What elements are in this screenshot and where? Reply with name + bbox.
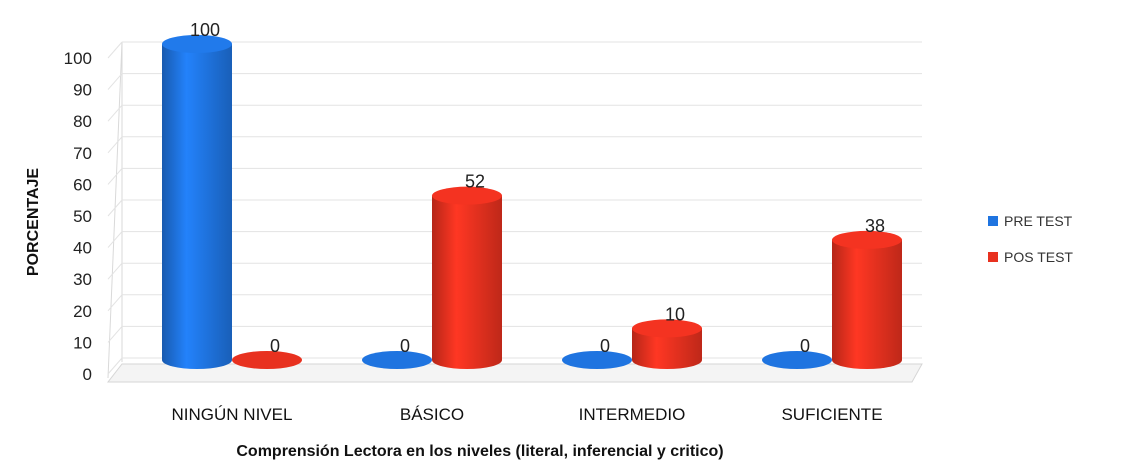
y-axis-title: PORCENTAJE xyxy=(25,168,42,276)
bars-layer xyxy=(162,35,902,369)
y-tick-label: 0 xyxy=(83,365,92,384)
x-category-label: BÁSICO xyxy=(400,405,464,424)
data-label: 38 xyxy=(865,216,885,236)
y-tick-label: 30 xyxy=(73,270,92,289)
y-tick-label: 90 xyxy=(73,81,92,100)
gridline-depth xyxy=(107,168,123,185)
legend-entry: POS TEST xyxy=(1004,249,1073,265)
data-label: 52 xyxy=(465,172,485,192)
bar-top xyxy=(432,186,502,205)
floor xyxy=(106,363,923,383)
bar-top xyxy=(632,319,702,338)
bar-pre-test-3 xyxy=(762,351,832,369)
gridline-depth xyxy=(107,41,123,59)
y-tick-label: 70 xyxy=(73,144,92,163)
gridline-depth xyxy=(107,231,123,248)
x-category-label: INTERMEDIO xyxy=(579,405,686,424)
bar-pos-test-0 xyxy=(232,351,302,369)
x-axis-categories: NINGÚN NIVEL BÁSICO INTERMEDIO SUFICIENTE xyxy=(172,405,883,424)
legend-swatch xyxy=(988,252,998,262)
y-tick-label: 20 xyxy=(73,302,92,321)
y-tick-label: 80 xyxy=(73,112,92,131)
bar-body xyxy=(162,44,232,369)
y-tick-label: 50 xyxy=(73,207,92,226)
x-category-label: SUFICIENTE xyxy=(781,405,882,424)
gridline-depth xyxy=(107,357,123,375)
gridline-depth xyxy=(107,199,123,217)
bar-base xyxy=(562,351,632,369)
bar-pre-test-2 xyxy=(562,351,632,369)
bar-base xyxy=(232,351,302,369)
bar-pos-test-1 xyxy=(432,186,502,369)
bar-body xyxy=(832,239,902,369)
gridline-depth xyxy=(107,104,123,122)
data-label: 100 xyxy=(190,20,220,40)
bar-pre-test-1 xyxy=(362,351,432,369)
gridline-depth xyxy=(107,136,123,154)
bar-pos-test-2 xyxy=(632,319,702,369)
x-category-label: NINGÚN NIVEL xyxy=(172,405,293,424)
bar-top xyxy=(832,230,902,249)
bar-body xyxy=(632,328,702,369)
data-label: 10 xyxy=(665,304,685,324)
y-axis: 0 10 20 30 40 50 60 70 80 90 100 xyxy=(64,49,92,384)
gridline-depth xyxy=(107,294,123,312)
gridline-depth xyxy=(107,262,123,280)
y-tick-label: 10 xyxy=(73,333,92,352)
grid-layer xyxy=(106,41,923,383)
bar-body xyxy=(432,195,502,369)
legend-entry: PRE TEST xyxy=(1004,213,1073,229)
legend: PRE TEST POS TEST xyxy=(988,213,1073,265)
bar-top xyxy=(162,35,232,53)
legend-swatch xyxy=(988,216,998,226)
data-label: 0 xyxy=(400,336,410,356)
gridline-depth xyxy=(107,326,123,343)
y-tick-label: 100 xyxy=(64,49,92,68)
gridline-depth xyxy=(107,73,123,90)
bar-base xyxy=(362,351,432,369)
data-label: 0 xyxy=(270,336,280,356)
y-tick-label: 60 xyxy=(73,175,92,194)
data-label: 0 xyxy=(600,336,610,356)
bar-base xyxy=(762,351,832,369)
bar-pre-test-0 xyxy=(162,35,232,369)
data-label: 0 xyxy=(800,336,810,356)
bar-pos-test-3 xyxy=(832,230,902,369)
side-wall xyxy=(107,41,123,379)
y-tick-label: 40 xyxy=(73,239,92,258)
x-axis-title: Comprensión Lectora en los niveles (lite… xyxy=(236,443,723,460)
